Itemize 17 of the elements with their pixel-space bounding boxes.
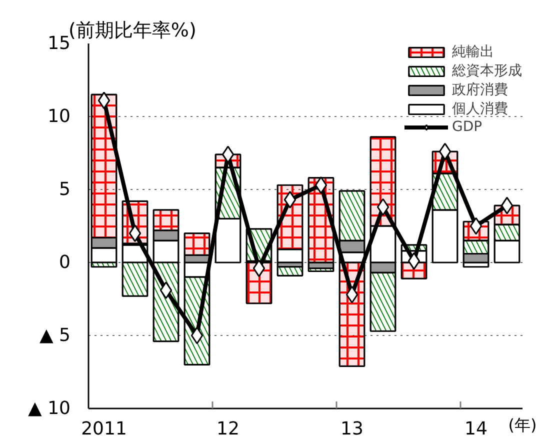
x-tick-label: 14 [464,418,488,440]
x-tick-label: 2011 [81,418,127,440]
x-axis-title: (年) [508,416,537,434]
legend-label: 個人消費 [452,100,508,118]
y-tick-label: 10 [48,106,70,127]
y-tick-label: 15 [48,33,70,54]
legend-label: 総資本形成 [452,62,522,80]
y-axis-title: (前期比年率%) [68,20,196,42]
legend-label: 政府消費 [452,81,508,99]
legend-label: GDP [452,119,482,135]
y-tick-label: ▲ 5 [39,325,71,346]
y-tick-label: ▲ 10 [28,398,70,419]
x-tick-label: 12 [216,418,240,440]
x-tick-label: 13 [340,418,364,440]
y-tick-label: 0 [59,252,70,273]
legend-label: 純輸出 [452,43,494,61]
y-tick-label: 5 [59,179,70,200]
